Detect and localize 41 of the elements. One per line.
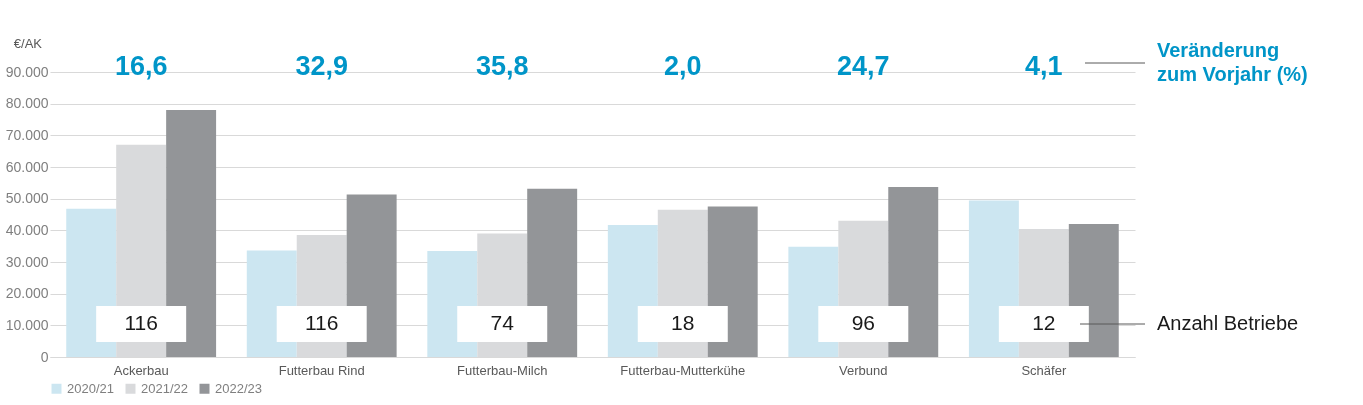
bar [888,186,939,357]
annotation: 24,7 [837,51,890,81]
y-tick-label: 90.000 [5,63,49,80]
y-tick-label: 60.000 [5,158,49,175]
annotation: 18 [671,311,695,334]
y-tick-label: 30.000 [5,253,49,270]
y-axis-title: €/AK [13,36,43,51]
annotation: 2,0 [663,51,702,81]
legend-label: 2021/22 [141,380,188,396]
y-tick-label: 40.000 [5,221,49,238]
x-tick-label: Verbund [839,362,888,378]
y-tick-label: 50.000 [5,190,49,207]
annotation: 35,8 [475,51,529,81]
annotation: 74 [490,311,515,334]
legend-label: 2020/21 [67,380,114,396]
y-tick-label: 0 [40,348,49,365]
bar [166,110,217,357]
x-tick-label: Schäfer [1021,362,1067,378]
annotation: 116 [124,311,158,334]
x-tick-label: Ackerbau [113,362,169,378]
x-tick-label: Futterbau-Milch [457,362,548,378]
text: Anzahl Betriebe [1157,312,1299,334]
bar [968,200,1019,357]
annotation: 96 [851,311,875,334]
y-tick-label: 80.000 [5,95,49,112]
annotation: 116 [304,311,339,334]
legend-label: 2022/23 [215,380,262,396]
y-tick-label: 70.000 [5,126,49,143]
bar [527,188,578,357]
bar [66,208,117,357]
annotation: 32,9 [295,51,348,81]
y-tick-label: 10.000 [5,316,49,333]
y-tick-label: 20.000 [5,285,49,302]
annotation: 16,6 [114,51,168,81]
annotation: 4,1 [1025,51,1063,81]
bar [707,206,758,357]
bar [346,194,397,357]
x-tick-label: Futterbau Rind [278,362,365,378]
x-tick-label: Futterbau-Mutterkühe [620,362,746,378]
text: Veränderung zum Vorjahr (%) [1157,39,1308,85]
annotation: 12 [1032,311,1056,334]
